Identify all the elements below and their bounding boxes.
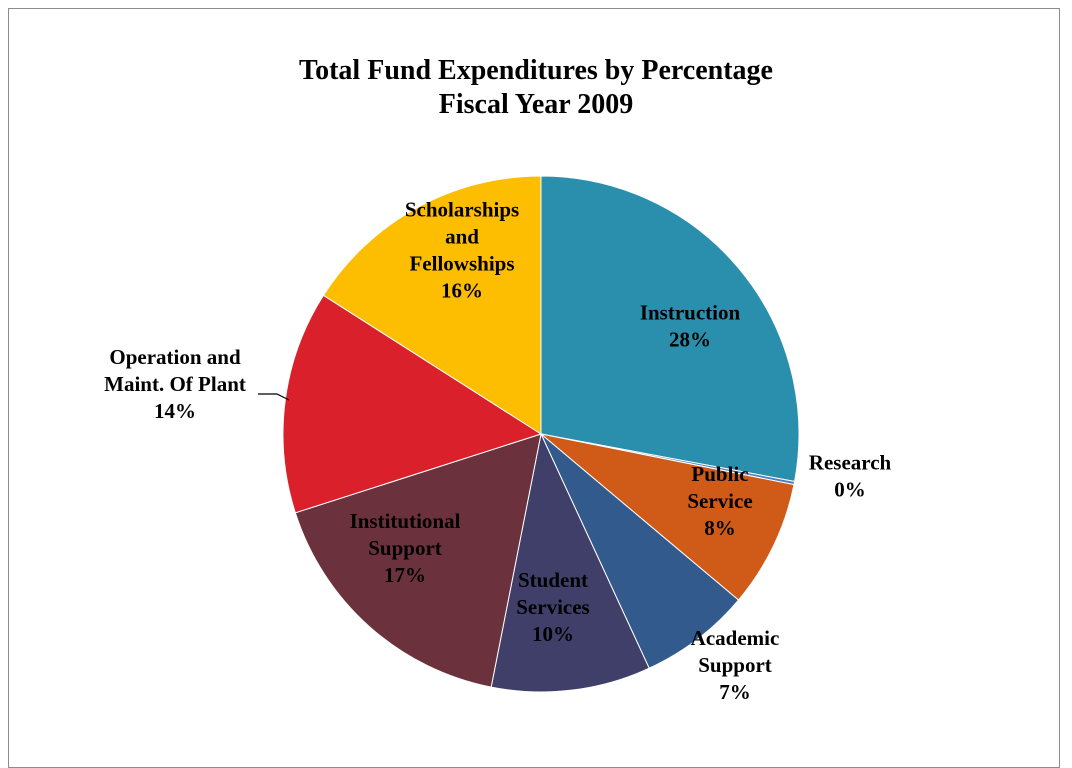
chart-title: Total Fund Expenditures by Percentage [299,55,773,86]
data-label-line: Public [691,462,748,486]
leader-line-operation [258,393,290,401]
data-label-line: 14% [154,399,196,423]
pie-slice-institutional-support [294,433,542,688]
data-label-institutional-support: Institutional Support 17% [350,509,461,587]
data-label-line: Institutional [350,509,461,533]
pie-slice-instruction [540,175,800,483]
data-label-line: Student [518,568,588,592]
data-label-line: Support [368,536,442,560]
data-label-line: Scholarships [405,197,519,221]
data-label-line: Academic [691,626,780,650]
data-label-line: Operation and [109,345,241,369]
pie-slice-student-services [490,432,650,693]
data-label-academic-support: Academic Support 7% [691,626,780,704]
pie-slice-scholarships-and-fellowships [322,175,542,435]
data-label-research: Research 0% [809,450,892,501]
data-label-operation-and-maint-of-plant: Operation and Maint. Of Plant 14% [104,345,246,423]
data-label-line: 17% [384,563,426,587]
data-label-line: 16% [441,278,483,302]
data-label-line: Support [698,653,772,677]
data-label-line: 8% [704,516,736,540]
data-label-line: 10% [532,622,574,646]
data-label-instruction: Instruction 28% [640,300,741,351]
chart-subtitle: Fiscal Year 2009 [438,89,634,120]
pie-slices [282,175,800,693]
data-label-line: and [445,224,479,248]
data-label-line: 7% [719,680,751,704]
data-label-line: Service [687,489,752,513]
data-label-scholarships-and-fellowships: Scholarships and Fellowships 16% [405,197,519,302]
pie-slice-academic-support [540,433,740,669]
data-label-line: Services [516,595,589,619]
pie-slice-operation-and-maint-of-plant [282,294,543,514]
data-label-line: Fellowships [409,251,514,275]
data-label-line: Instruction [640,300,741,324]
data-label-public-service: Public Service 8% [687,462,752,540]
pie-slice-public-service [540,433,795,601]
data-label-line: Research [809,450,892,474]
data-label-line: 28% [669,327,711,351]
pie-labels: Instruction 28% Research 0% Public Service 8% A… [104,197,891,704]
data-label-line: Maint. Of Plant [104,372,246,396]
data-label-line: 0% [834,477,866,501]
data-label-student-services: Student Services 10% [516,568,589,646]
